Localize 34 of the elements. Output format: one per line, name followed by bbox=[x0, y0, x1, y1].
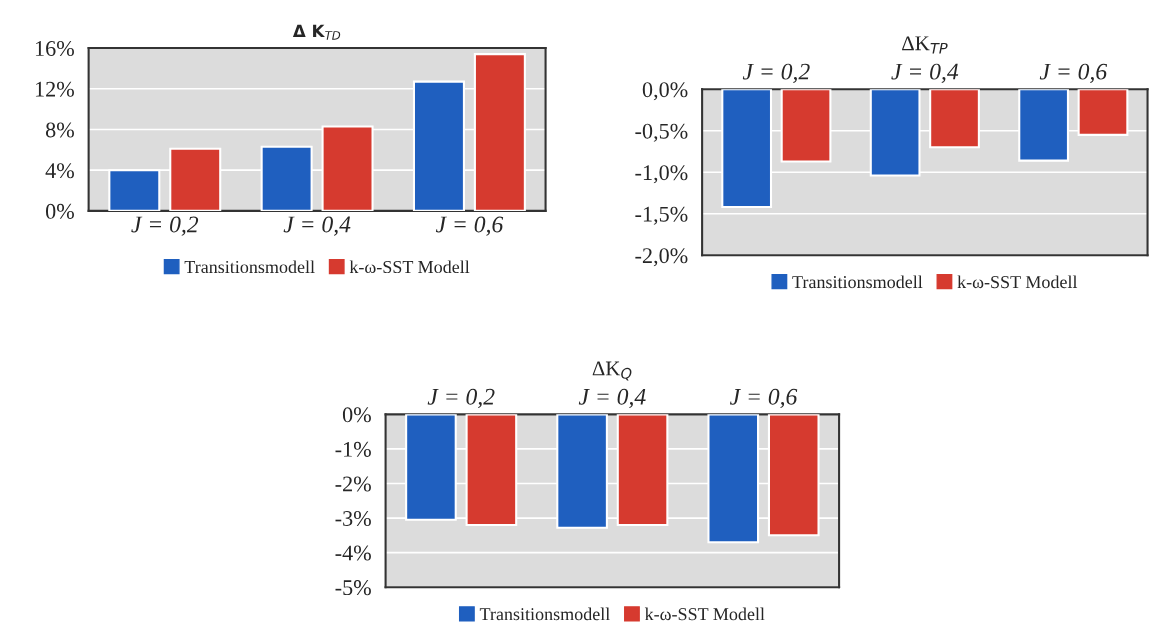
x-tick-label: J = 0,6 bbox=[1039, 63, 1108, 83]
legend-label: Transitionsmodell bbox=[479, 607, 610, 621]
legend-label: Transitionsmodell bbox=[184, 260, 315, 274]
x-tick-label: J = 0,2 bbox=[131, 216, 199, 236]
legend-label: Transitionsmodell bbox=[792, 275, 923, 289]
y-tick-label: -4% bbox=[335, 545, 371, 561]
y-tick-label: 12% bbox=[35, 81, 74, 97]
x-tick-label: J = 0,2 bbox=[427, 388, 495, 409]
y-tick-label: 0% bbox=[342, 407, 371, 423]
x-tick-label: J = 0,6 bbox=[729, 388, 798, 409]
y-tick-label: -1,0% bbox=[635, 165, 688, 184]
y-tick-label: 4% bbox=[45, 163, 74, 179]
x-tick-label: J = 0,6 bbox=[435, 216, 504, 236]
y-tick-label: -3% bbox=[335, 510, 371, 527]
chart-title: ΔK$_{Q}$ bbox=[592, 361, 632, 381]
legend-label: k-ω-SST Modell bbox=[349, 260, 470, 274]
x-tick-label: J = 0,4 bbox=[891, 63, 959, 83]
chart-title: ΔK$_{TP}$ bbox=[902, 36, 948, 54]
y-tick-label: -1% bbox=[335, 441, 371, 457]
y-tick-label: -5% bbox=[335, 580, 371, 596]
y-tick-label: 0% bbox=[45, 203, 74, 219]
x-tick-label: J = 0,4 bbox=[578, 388, 646, 409]
legend-label: k-ω-SST Modell bbox=[644, 607, 765, 621]
x-tick-label: J = 0,2 bbox=[742, 63, 810, 83]
y-tick-label: -1,5% bbox=[635, 206, 688, 225]
y-tick-label: 8% bbox=[45, 122, 74, 138]
y-tick-label: -2% bbox=[335, 476, 371, 492]
x-tick-label: J = 0,4 bbox=[283, 216, 351, 236]
y-tick-label: 16% bbox=[35, 40, 74, 57]
y-tick-label: 0,0% bbox=[642, 82, 688, 101]
y-tick-label: -2,0% bbox=[635, 248, 688, 267]
chart-title: Δ K$_{TD}$ bbox=[292, 24, 341, 40]
y-tick-label: -0,5% bbox=[635, 123, 688, 142]
legend-label: k-ω-SST Modell bbox=[957, 275, 1078, 289]
